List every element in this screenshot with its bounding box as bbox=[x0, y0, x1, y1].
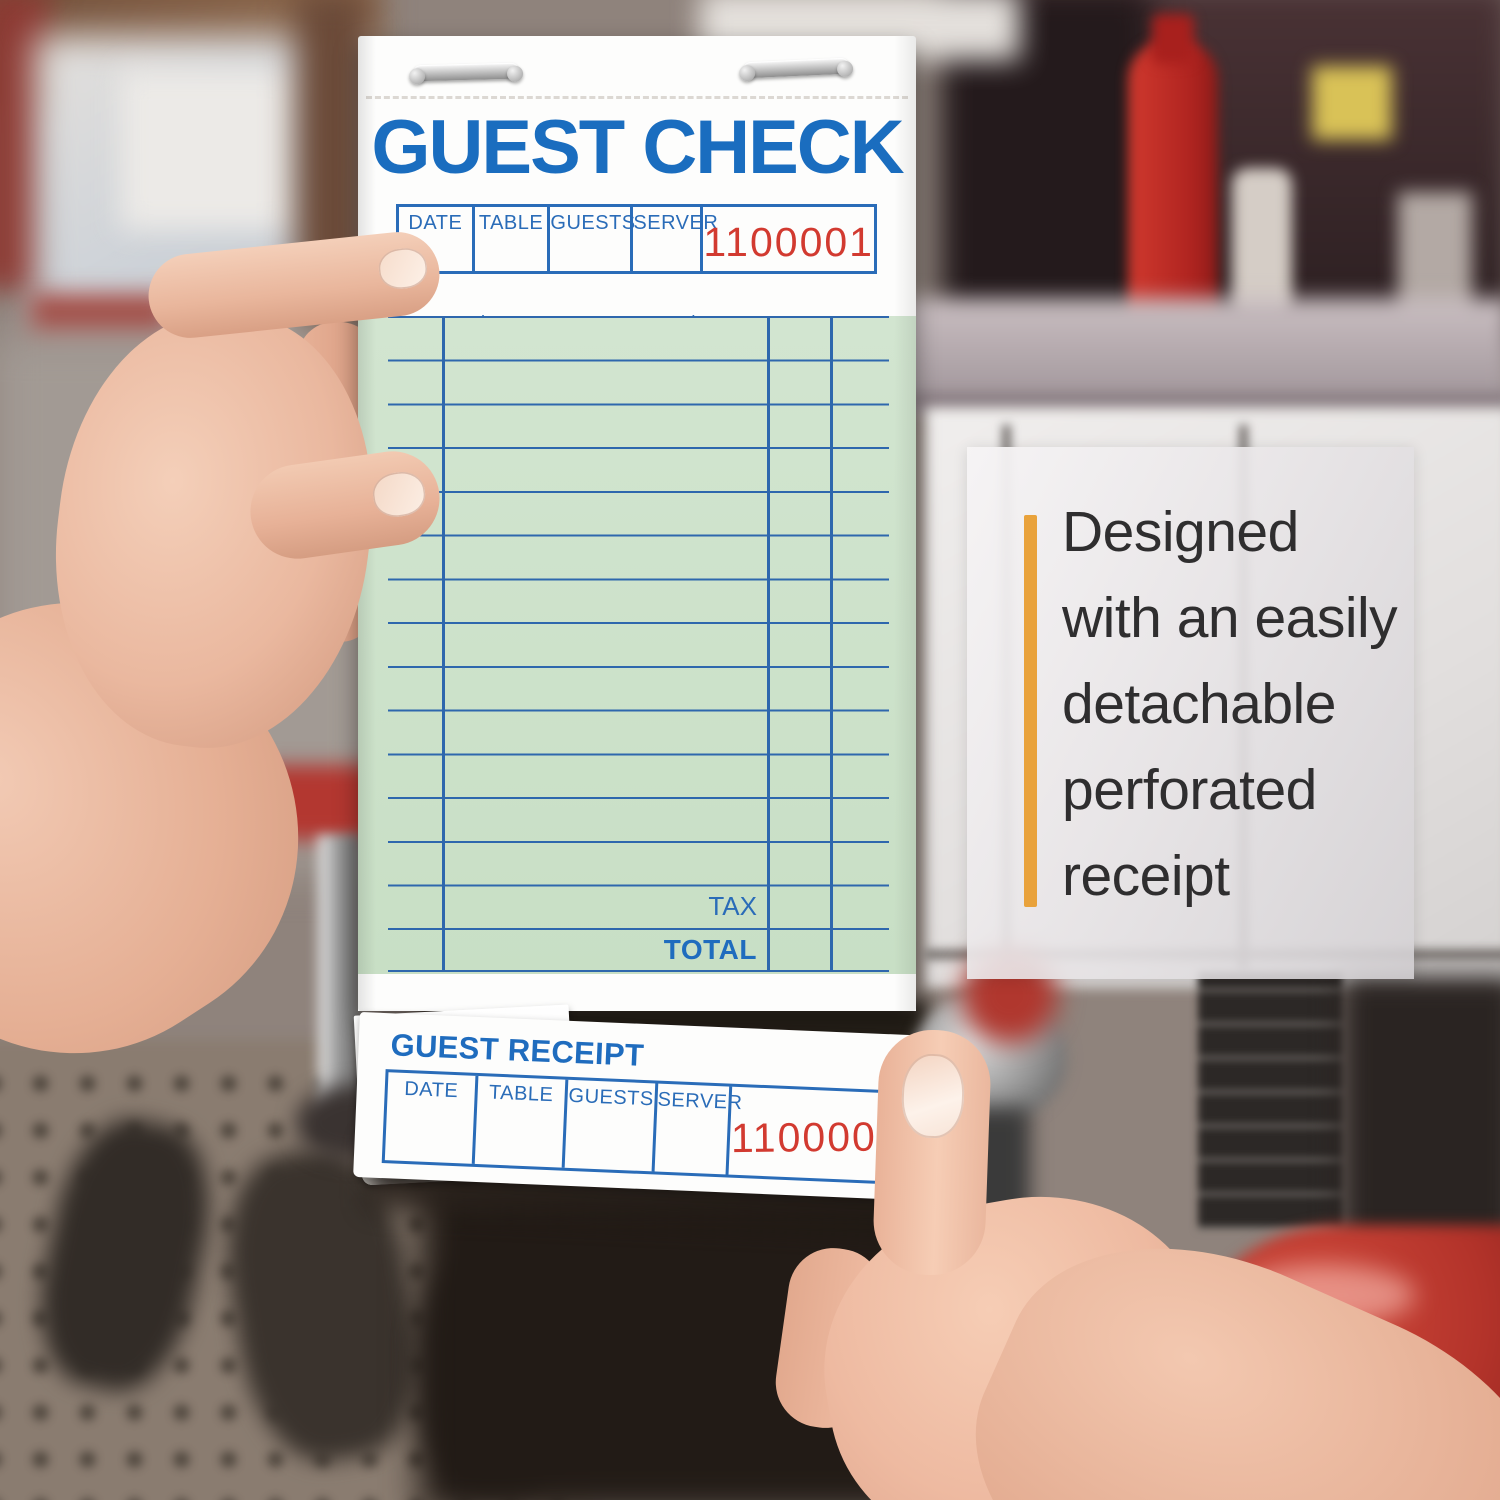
receipt-header-table: DATE TABLE GUESTS SERVER 1100001 bbox=[381, 1069, 908, 1185]
right-thumb bbox=[871, 1028, 993, 1277]
header-cell-date: DATE bbox=[399, 207, 475, 271]
bg-stool-pole bbox=[318, 835, 362, 1115]
check-header-table: DATE TABLE GUESTS SERVER 1100001 bbox=[396, 204, 877, 274]
check-number: 1100001 bbox=[703, 218, 874, 265]
staple-icon bbox=[742, 57, 850, 79]
receipt-cell-server: SERVER bbox=[654, 1083, 743, 1175]
tax-label: TAX bbox=[708, 891, 757, 921]
header-cell-guests: GUESTS bbox=[550, 207, 635, 271]
callout-line: detachable bbox=[1062, 672, 1336, 736]
receipt-cell-date: DATE bbox=[384, 1072, 479, 1164]
pad-bottom-margin bbox=[358, 974, 916, 1011]
callout-line: perforated bbox=[1062, 758, 1317, 822]
fingernail bbox=[376, 246, 429, 291]
callout-line: receipt bbox=[1062, 844, 1230, 908]
guest-receipt-stub: GUEST RECEIPT DATE TABLE GUESTS SERVER 1… bbox=[353, 1012, 922, 1201]
accent-bar bbox=[1024, 515, 1037, 907]
guest-check-pad: GUEST CHECK DATE TABLE GUESTS SERVER 110… bbox=[358, 36, 916, 1011]
total-label: TOTAL bbox=[663, 934, 757, 965]
guest-receipt-title: GUEST RECEIPT bbox=[389, 1027, 645, 1073]
staple-icon bbox=[412, 62, 520, 82]
callout-panel: Designed with an easily detachable perfo… bbox=[967, 447, 1414, 979]
guest-check-title: GUEST CHECK bbox=[371, 105, 904, 190]
bg-sticky-note bbox=[1312, 66, 1392, 140]
ketchup-bottle bbox=[1128, 40, 1218, 325]
thumbnail bbox=[900, 1052, 966, 1140]
bg-white-bottle bbox=[1232, 168, 1292, 320]
callout-line: with an easily bbox=[1062, 586, 1398, 650]
thumbnail bbox=[370, 468, 428, 520]
order-grid: TAX TOTAL bbox=[358, 316, 916, 974]
perforation-line bbox=[366, 96, 908, 99]
bg-poster bbox=[120, 70, 300, 230]
grid-vertical-line bbox=[442, 316, 445, 972]
bg-counter-edge bbox=[900, 392, 1500, 412]
header-cell-server: SERVER bbox=[633, 207, 718, 271]
order-grid-lines: TAX TOTAL bbox=[388, 316, 889, 972]
bg-shadow bbox=[1340, 975, 1500, 1255]
receipt-cell-guests: GUESTS bbox=[564, 1079, 659, 1172]
grid-vertical-line bbox=[767, 316, 770, 972]
grid-vertical-line bbox=[830, 316, 833, 972]
ketchup-bottle-cap bbox=[1152, 14, 1194, 64]
callout-line: Designed bbox=[1062, 500, 1299, 564]
bg-counter-top bbox=[900, 298, 1500, 410]
receipt-cell-table: TABLE bbox=[474, 1076, 569, 1168]
callout-text: Designed with an easily detachable perfo… bbox=[1062, 489, 1402, 919]
header-cell-table: TABLE bbox=[475, 207, 551, 271]
bg-small-tiles bbox=[1198, 972, 1343, 1230]
